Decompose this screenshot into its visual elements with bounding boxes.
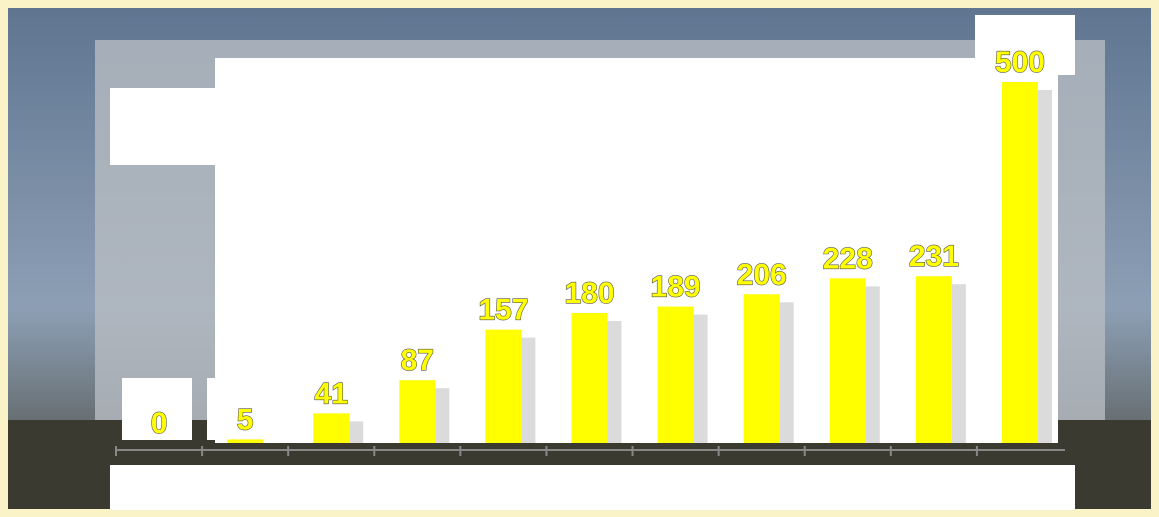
value-label: 206 xyxy=(737,258,787,291)
value-label: 41 xyxy=(315,377,348,410)
bar xyxy=(1002,82,1038,443)
bar xyxy=(744,294,780,443)
value-label: 180 xyxy=(564,277,614,310)
chart: 0 5 41 87 157 180 189 206 228 231 500 xyxy=(0,0,1159,517)
bar xyxy=(227,439,263,443)
value-label: 0 xyxy=(151,407,168,440)
value-label: 189 xyxy=(651,271,701,304)
bar-shadow xyxy=(780,302,794,443)
value-label: 157 xyxy=(478,294,528,327)
bar xyxy=(658,307,694,443)
bar-shadow xyxy=(866,286,880,443)
bar-shadow xyxy=(521,338,535,443)
value-label: 500 xyxy=(995,46,1045,79)
bar xyxy=(485,330,521,443)
bar-shadow xyxy=(694,315,708,443)
bar xyxy=(830,278,866,443)
value-label: 228 xyxy=(823,242,873,275)
bar xyxy=(313,413,349,443)
bar xyxy=(916,276,952,443)
bar xyxy=(572,313,608,443)
category-panel xyxy=(110,465,1075,510)
bar-shadow xyxy=(952,284,966,443)
bar-shadow xyxy=(608,321,622,443)
value-label: 231 xyxy=(909,240,959,273)
bar-shadow xyxy=(349,421,363,443)
value-label: 5 xyxy=(237,403,254,436)
bar-shadow xyxy=(1038,90,1052,443)
value-label: 87 xyxy=(401,344,434,377)
bar xyxy=(399,380,435,443)
bar-shadow xyxy=(435,388,449,443)
